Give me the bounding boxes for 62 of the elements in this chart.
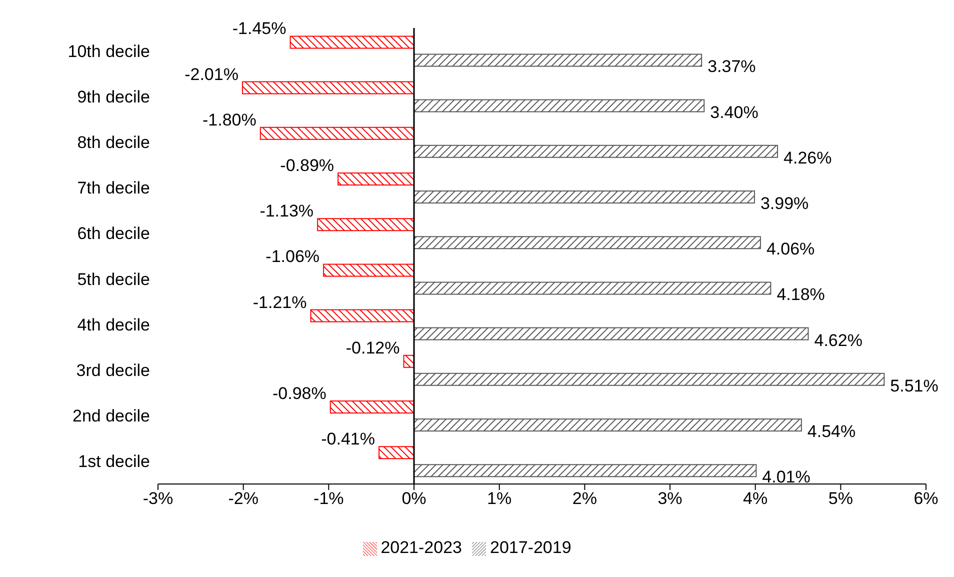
- y-tick-label: 7th decile: [77, 178, 150, 198]
- bar: [260, 126, 414, 140]
- y-tick-label: 2nd decile: [72, 406, 150, 426]
- bar: [414, 372, 885, 386]
- x-tick-label: 2%: [572, 489, 597, 508]
- y-tick-label: 10th decile: [68, 42, 150, 61]
- y-tick-label: 4th decile: [77, 315, 150, 334]
- data-label: -1.45%: [232, 19, 286, 38]
- bar: [414, 144, 778, 158]
- bar: [242, 81, 414, 94]
- legend-label: 2021-2023: [380, 538, 462, 557]
- data-label: -0.89%: [280, 156, 334, 176]
- data-label: 5.51%: [890, 376, 938, 396]
- data-label: -0.12%: [346, 338, 400, 358]
- bar: [414, 464, 757, 478]
- bar: [414, 282, 772, 295]
- data-label: -1.13%: [260, 202, 314, 221]
- data-label: -2.01%: [184, 64, 238, 84]
- data-label: -0.41%: [321, 430, 376, 449]
- bar: [414, 99, 705, 112]
- bar: [323, 264, 414, 277]
- data-label: -1.80%: [202, 110, 256, 130]
- data-label: 4.01%: [762, 468, 810, 487]
- data-label: 3.99%: [760, 194, 809, 214]
- data-label: 4.06%: [766, 240, 815, 259]
- bar: [414, 236, 761, 250]
- y-tick-label: 3rd decile: [76, 361, 150, 380]
- y-tick-label: 8th decile: [77, 133, 150, 152]
- x-tick-label: -1%: [314, 489, 344, 508]
- x-tick-label: -2%: [228, 489, 258, 508]
- data-label: 4.26%: [784, 148, 832, 168]
- bar: [317, 218, 414, 232]
- bar: [403, 354, 414, 368]
- y-tick-label: 9th decile: [77, 87, 150, 106]
- x-tick-label: 0%: [402, 489, 426, 508]
- bar: [330, 400, 414, 414]
- data-label: 3.37%: [708, 57, 756, 76]
- x-tick-label: 4%: [743, 489, 768, 508]
- bar: [310, 309, 414, 322]
- data-label: 4.18%: [776, 285, 825, 304]
- y-tick-label: 6th decile: [77, 224, 150, 244]
- x-tick-label: 5%: [828, 489, 853, 508]
- data-label: 4.62%: [814, 330, 862, 350]
- data-label: -0.98%: [272, 384, 326, 404]
- y-tick-label: 5th decile: [77, 270, 150, 289]
- bar: [414, 327, 809, 340]
- data-label: -1.06%: [266, 247, 320, 266]
- bar: [378, 446, 414, 460]
- x-tick-label: -3%: [142, 489, 174, 508]
- bar: [414, 418, 802, 432]
- bar: [338, 172, 414, 186]
- x-tick-label: 3%: [658, 489, 682, 508]
- data-label: 4.54%: [807, 422, 856, 442]
- data-label: 3.40%: [710, 102, 758, 122]
- data-label: -1.21%: [252, 292, 307, 312]
- bar: [414, 54, 702, 67]
- x-tick-label: 1%: [487, 489, 512, 508]
- y-tick-label: 1st decile: [78, 452, 150, 472]
- bar: [414, 190, 755, 204]
- bar: [290, 36, 414, 49]
- x-tick-label: 6%: [914, 489, 938, 508]
- legend-label: 2017-2019: [490, 538, 572, 557]
